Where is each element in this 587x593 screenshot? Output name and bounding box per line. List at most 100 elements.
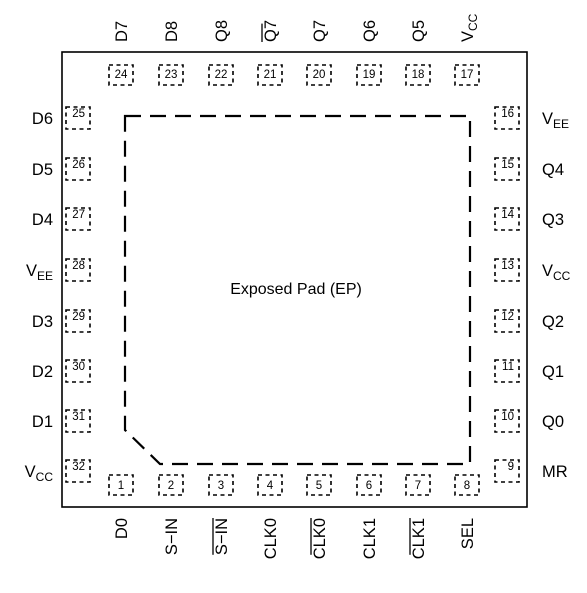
pin-label: D5 bbox=[32, 161, 53, 179]
pin-number: 13 bbox=[501, 260, 514, 272]
pin-pad bbox=[108, 64, 134, 86]
pin-label: VEE bbox=[26, 262, 53, 283]
pin-right-12: 12 Q2 bbox=[494, 309, 564, 333]
pin-bottom-2: 2 S−IN bbox=[158, 474, 184, 555]
pin-number: 23 bbox=[165, 69, 178, 81]
pin-number: 31 bbox=[72, 411, 85, 423]
pin-label: S−IN bbox=[213, 518, 231, 555]
pin-label: D7 bbox=[113, 21, 131, 42]
pin-label: CLK1 bbox=[410, 518, 428, 559]
pin-number: 18 bbox=[412, 69, 425, 81]
pin-label: Q2 bbox=[542, 313, 564, 331]
pin-pad bbox=[356, 474, 382, 496]
pin-bottom-3: 3 S−IN bbox=[208, 474, 234, 555]
pin-number: 7 bbox=[415, 480, 421, 492]
pin-label: D1 bbox=[32, 413, 53, 431]
pin-bottom-8: 8 SEL bbox=[454, 474, 480, 549]
pin-right-9: 9 MR bbox=[494, 459, 568, 483]
pin-pad bbox=[405, 64, 431, 86]
pin-pad bbox=[208, 64, 234, 86]
pin-label: Q0 bbox=[542, 413, 564, 431]
pin-label: S−IN bbox=[163, 518, 181, 555]
pin-label: CLK0 bbox=[311, 518, 329, 559]
pin-number: 32 bbox=[72, 461, 85, 473]
pin-right-14: 14 Q3 bbox=[494, 207, 564, 231]
pin-bottom-4: 4 CLK0 bbox=[257, 474, 283, 559]
pin-left-26: 26 D5 bbox=[32, 157, 91, 181]
pin-label: Q6 bbox=[361, 20, 379, 42]
pin-left-29: 29 D3 bbox=[32, 309, 91, 333]
pin-pad bbox=[454, 474, 480, 496]
pin-label: VCC bbox=[459, 13, 480, 42]
pin-top-19: 19 Q6 bbox=[356, 20, 382, 86]
pin-number: 25 bbox=[72, 108, 85, 120]
pin-number: 15 bbox=[501, 159, 514, 171]
pin-top-18: 18 Q5 bbox=[405, 20, 431, 86]
pin-pad bbox=[158, 64, 184, 86]
pin-pad bbox=[306, 474, 332, 496]
pin-label: VCC bbox=[542, 262, 571, 283]
exposed-pad-outline bbox=[123, 114, 472, 466]
pin-pad bbox=[108, 474, 134, 496]
pin-left-25: 25 D6 bbox=[32, 106, 91, 130]
pin-pad bbox=[356, 64, 382, 86]
pin-left-31: 31 D1 bbox=[32, 409, 91, 433]
pin-number: 21 bbox=[264, 69, 277, 81]
pin-number: 27 bbox=[72, 209, 85, 221]
pin-number: 29 bbox=[72, 311, 85, 323]
pin-label: D4 bbox=[32, 211, 53, 229]
pin-left-32: 32 VCC bbox=[25, 459, 91, 484]
pin-label: Q7 bbox=[311, 20, 329, 42]
pin-number: 1 bbox=[118, 480, 124, 492]
pin-number: 12 bbox=[501, 311, 514, 323]
pins-layer: 24 D7 23 D8 22 Q8 21 Q7 20 Q7 19 Q6 18 Q5 17 VCC 1 D0 2 S−I… bbox=[25, 13, 571, 559]
pin-label: Q8 bbox=[213, 20, 231, 42]
pin-right-11: 11 Q1 bbox=[494, 359, 564, 383]
pin-left-27: 27 D4 bbox=[32, 207, 91, 231]
pin-label: VEE bbox=[542, 110, 569, 131]
pin-number: 3 bbox=[218, 480, 224, 492]
pin-right-16: 16 VEE bbox=[494, 106, 569, 131]
pin-label: D2 bbox=[32, 363, 53, 381]
pin-label: D6 bbox=[32, 110, 53, 128]
pin-pad bbox=[208, 474, 234, 496]
pin-number: 10 bbox=[501, 411, 514, 423]
pin-pad bbox=[454, 64, 480, 86]
pin-right-10: 10 Q0 bbox=[494, 409, 564, 433]
pin-number: 5 bbox=[316, 480, 322, 492]
pin-number: 6 bbox=[366, 480, 372, 492]
pin-number: 28 bbox=[72, 260, 85, 272]
pin-number: 16 bbox=[501, 108, 514, 120]
pin-label: MR bbox=[542, 463, 568, 481]
exposed-pad-label: Exposed Pad (EP) bbox=[230, 281, 362, 298]
pin-number: 4 bbox=[267, 480, 274, 492]
pin-number: 14 bbox=[501, 209, 514, 221]
pin-label: D0 bbox=[113, 518, 131, 539]
pin-pad bbox=[158, 474, 184, 496]
pin-number: 9 bbox=[508, 461, 514, 473]
pin-top-24: 24 D7 bbox=[108, 21, 134, 86]
pin-number: 17 bbox=[461, 69, 474, 81]
pin-label: VCC bbox=[25, 463, 54, 484]
pin-number: 8 bbox=[464, 480, 470, 492]
pin-bottom-6: 6 CLK1 bbox=[356, 474, 382, 559]
pin-number: 20 bbox=[313, 69, 326, 81]
pin-label: D3 bbox=[32, 313, 53, 331]
pin-label: Q1 bbox=[542, 363, 564, 381]
pin-number: 26 bbox=[72, 159, 85, 171]
pin-bottom-1: 1 D0 bbox=[108, 474, 134, 539]
pin-top-23: 23 D8 bbox=[158, 21, 184, 86]
pin-number: 30 bbox=[72, 361, 85, 373]
pin-bottom-7: 7 CLK1 bbox=[405, 474, 431, 559]
pin-top-20: 20 Q7 bbox=[306, 20, 332, 86]
pin-label: Q5 bbox=[410, 20, 428, 42]
pin-pad bbox=[257, 64, 283, 86]
pin-left-30: 30 D2 bbox=[32, 359, 91, 383]
pin-pad bbox=[306, 64, 332, 86]
pin-right-13: 13 VCC bbox=[494, 258, 571, 283]
pin-pad bbox=[257, 474, 283, 496]
pin-number: 19 bbox=[363, 69, 376, 81]
pin-right-15: 15 Q4 bbox=[494, 157, 564, 181]
pin-label: CLK1 bbox=[361, 518, 379, 559]
